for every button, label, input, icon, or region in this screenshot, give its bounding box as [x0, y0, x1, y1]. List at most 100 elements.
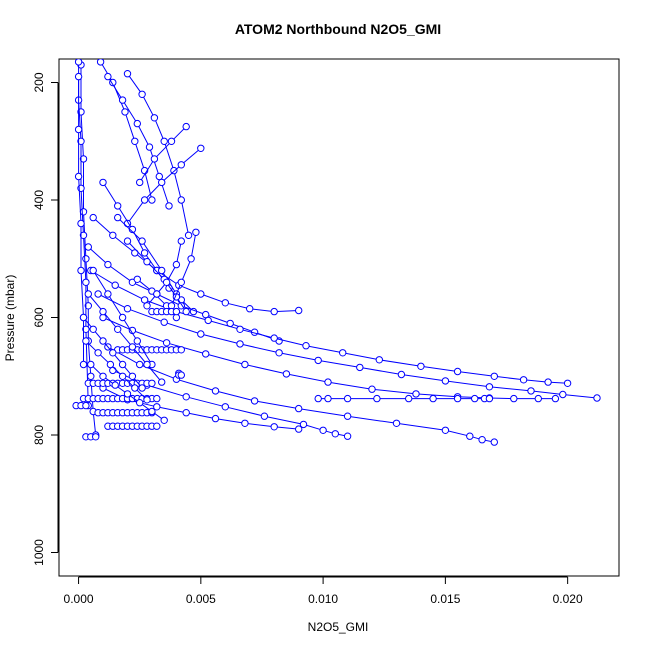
- data-point: [123, 390, 132, 398]
- data-point: [299, 420, 308, 429]
- data-point: [177, 346, 186, 354]
- data-point: [324, 394, 332, 403]
- data-point: [74, 59, 83, 66]
- data-point: [82, 255, 90, 263]
- series-35: [87, 360, 168, 424]
- data-point: [79, 313, 88, 322]
- data-point: [77, 266, 85, 275]
- data-point: [150, 114, 159, 122]
- data-point: [123, 305, 132, 313]
- data-point: [162, 278, 171, 286]
- data-point: [148, 407, 156, 416]
- data-point: [136, 360, 144, 369]
- series-line: [87, 293, 163, 383]
- data-point: [167, 137, 176, 146]
- data-point: [79, 360, 88, 369]
- data-point: [160, 416, 168, 424]
- series-8: [123, 144, 205, 228]
- data-point: [453, 367, 462, 376]
- data-point: [118, 96, 127, 104]
- data-point: [270, 334, 278, 342]
- data-point: [236, 340, 244, 348]
- data-point: [162, 339, 171, 347]
- data-point: [559, 390, 567, 399]
- data-point: [485, 383, 494, 391]
- data-point: [148, 379, 156, 387]
- data-point: [551, 394, 560, 403]
- data-point: [302, 342, 310, 350]
- data-point: [133, 275, 142, 283]
- data-point: [544, 378, 552, 386]
- data-point: [453, 394, 462, 403]
- data-point: [204, 316, 212, 325]
- data-point: [79, 208, 88, 216]
- data-point: [160, 318, 168, 326]
- series-28: [94, 409, 156, 417]
- data-point: [466, 432, 474, 440]
- series-22: [167, 228, 200, 310]
- data-point: [99, 372, 107, 380]
- data-point: [109, 78, 117, 87]
- data-point: [221, 299, 230, 307]
- data-point: [153, 394, 161, 403]
- series-line: [139, 126, 187, 183]
- data-point: [241, 419, 249, 427]
- data-point: [82, 325, 90, 333]
- data-point: [295, 404, 303, 413]
- y-axis: 200 400 600 800 1000: [32, 72, 59, 566]
- data-point: [82, 401, 90, 410]
- series-5: [104, 72, 173, 210]
- data-point: [158, 378, 166, 386]
- data-point: [123, 70, 132, 78]
- data-point: [221, 403, 230, 411]
- data-point: [89, 213, 97, 222]
- data-point: [82, 337, 90, 345]
- data-point: [123, 237, 132, 245]
- data-point: [82, 278, 90, 286]
- y-tick-label: 800: [32, 425, 46, 445]
- data-point: [192, 228, 200, 237]
- data-point: [211, 387, 220, 395]
- data-point: [109, 231, 117, 240]
- data-point: [114, 213, 122, 222]
- data-point: [150, 155, 159, 163]
- data-point: [133, 119, 142, 128]
- data-point: [236, 325, 244, 333]
- x-tick-label: 0.010: [308, 592, 338, 606]
- data-point: [79, 155, 88, 163]
- data-point: [339, 349, 347, 357]
- data-point: [177, 196, 186, 204]
- series-line: [92, 217, 299, 313]
- data-point: [94, 290, 102, 298]
- data-point: [197, 330, 205, 338]
- data-point: [282, 370, 291, 378]
- data-point: [182, 307, 190, 316]
- x-tick-label: 0.020: [553, 592, 583, 606]
- data-point: [128, 225, 137, 234]
- data-point: [84, 290, 93, 298]
- data-point: [246, 305, 254, 313]
- data-point: [74, 172, 83, 181]
- data-point: [143, 302, 151, 310]
- data-point: [331, 430, 339, 438]
- data-point: [177, 161, 186, 169]
- series-33: [79, 313, 146, 392]
- chart-title: ATOM2 Northbound N2O5_GMI: [235, 21, 441, 37]
- data-point: [184, 231, 193, 240]
- data-point: [593, 394, 601, 402]
- data-point: [153, 290, 161, 298]
- data-point: [314, 356, 322, 365]
- data-point: [202, 350, 210, 358]
- data-point: [177, 371, 186, 379]
- data-point: [87, 372, 95, 380]
- data-point: [412, 390, 420, 398]
- data-point: [136, 399, 144, 407]
- y-tick-label: 600: [32, 307, 46, 327]
- data-point: [118, 313, 127, 322]
- series-31: [82, 433, 100, 441]
- data-point: [84, 302, 93, 310]
- series-line: [171, 232, 197, 306]
- data-point: [343, 412, 352, 420]
- data-point: [490, 372, 498, 380]
- data-point: [79, 231, 88, 240]
